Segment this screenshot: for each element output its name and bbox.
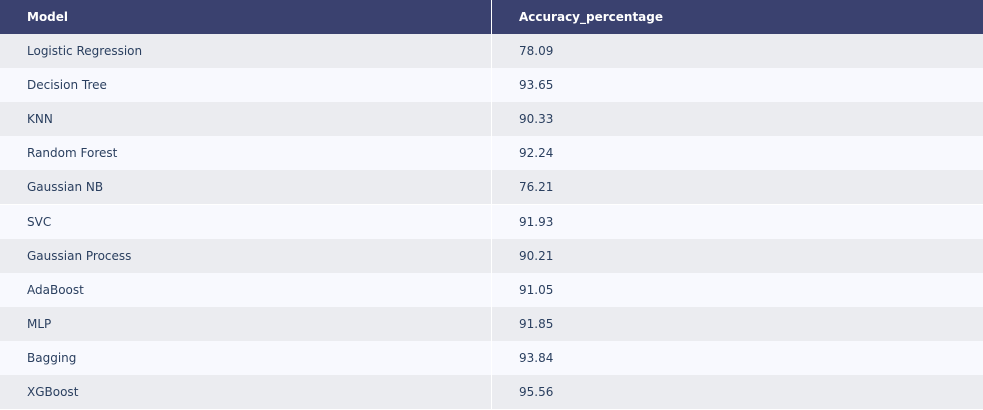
model-name-cell: Bagging — [0, 341, 492, 375]
table-row: Random Forest 92.24 — [0, 136, 983, 170]
model-name-cell: AdaBoost — [0, 273, 492, 307]
model-name-cell: SVC — [0, 205, 492, 239]
table-row: Gaussian NB 76.21 — [0, 170, 983, 204]
model-name-cell: Random Forest — [0, 136, 492, 170]
accuracy-cell: 78.09 — [519, 44, 554, 58]
model-name-cell: KNN — [0, 102, 492, 136]
header-model: Model — [0, 0, 492, 34]
accuracy-cell: 90.33 — [519, 112, 554, 126]
accuracy-cell: 93.84 — [519, 351, 554, 365]
table-row: Bagging 93.84 — [0, 341, 983, 375]
table-header-row: Model Accuracy_percentage — [0, 0, 983, 34]
accuracy-cell: 90.21 — [519, 249, 554, 263]
table-row: Gaussian Process 90.21 — [0, 239, 983, 273]
accuracy-cell: 95.56 — [519, 385, 554, 399]
table-row: AdaBoost 91.05 — [0, 273, 983, 307]
table-row: XGBoost 95.56 — [0, 375, 983, 409]
table-row: KNN 90.33 — [0, 102, 983, 136]
model-name-cell: XGBoost — [0, 375, 492, 409]
accuracy-cell: 91.85 — [519, 317, 554, 331]
table-row: SVC 91.93 — [0, 205, 983, 239]
model-name-cell: Gaussian Process — [0, 239, 492, 273]
accuracy-cell: 91.05 — [519, 283, 554, 297]
table-row: Decision Tree 93.65 — [0, 68, 983, 102]
accuracy-cell: 91.93 — [519, 215, 554, 229]
table-row: MLP 91.85 — [0, 307, 983, 341]
accuracy-cell: 92.24 — [519, 146, 554, 160]
accuracy-cell: 93.65 — [519, 78, 554, 92]
model-name-cell: MLP — [0, 307, 492, 341]
accuracy-cell: 76.21 — [519, 180, 554, 194]
model-name-cell: Decision Tree — [0, 68, 492, 102]
header-accuracy: Accuracy_percentage — [519, 10, 664, 24]
model-name-cell: Logistic Regression — [0, 34, 492, 68]
model-name-cell: Gaussian NB — [0, 170, 492, 204]
table-row: Logistic Regression 78.09 — [0, 34, 983, 68]
